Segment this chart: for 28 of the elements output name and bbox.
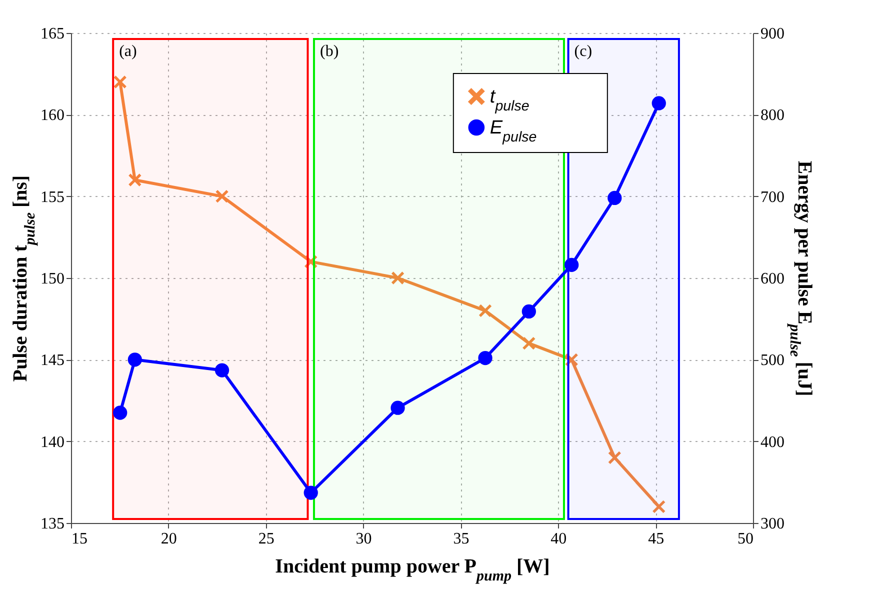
x-tick-label: 30 [356,530,372,548]
band-label: (b) [320,43,339,60]
y2-tick-label: 900 [760,26,784,42]
x-axis-title: Incident pump power P$_{pump}$ [W] [275,556,550,584]
y-tick-label: 150 [40,270,64,288]
x-tick-label: 45 [648,530,664,548]
y-tick-label: 165 [40,26,64,42]
y2-tick-label: 500 [760,352,784,370]
y2-tick-label: 400 [760,434,784,451]
x-tick-label: 15 [72,530,88,548]
x-tick-label: 50 [738,530,754,548]
band-label: (a) [119,43,137,60]
x-tick-label: 40 [550,530,567,548]
y-tick-label: 140 [40,434,64,451]
y2-tick-label: 800 [760,107,784,124]
legend-label: t$_{pulse}$ [490,86,530,114]
y2-tick-label: 300 [760,516,784,532]
band-label: (c) [574,43,592,60]
y2-tick-label: 600 [760,270,784,288]
legend-label: E$_{pulse}$ [490,118,537,146]
x-tick-label: 20 [160,530,177,548]
y2-tick-label: 700 [760,188,784,206]
y-tick-label: 160 [40,107,64,124]
y-tick-label: 145 [40,352,64,370]
y-tick-label: 155 [40,188,64,206]
x-tick-label: 35 [453,530,470,548]
y-tick-label: 135 [40,516,64,532]
x-tick-label: 25 [258,530,274,548]
